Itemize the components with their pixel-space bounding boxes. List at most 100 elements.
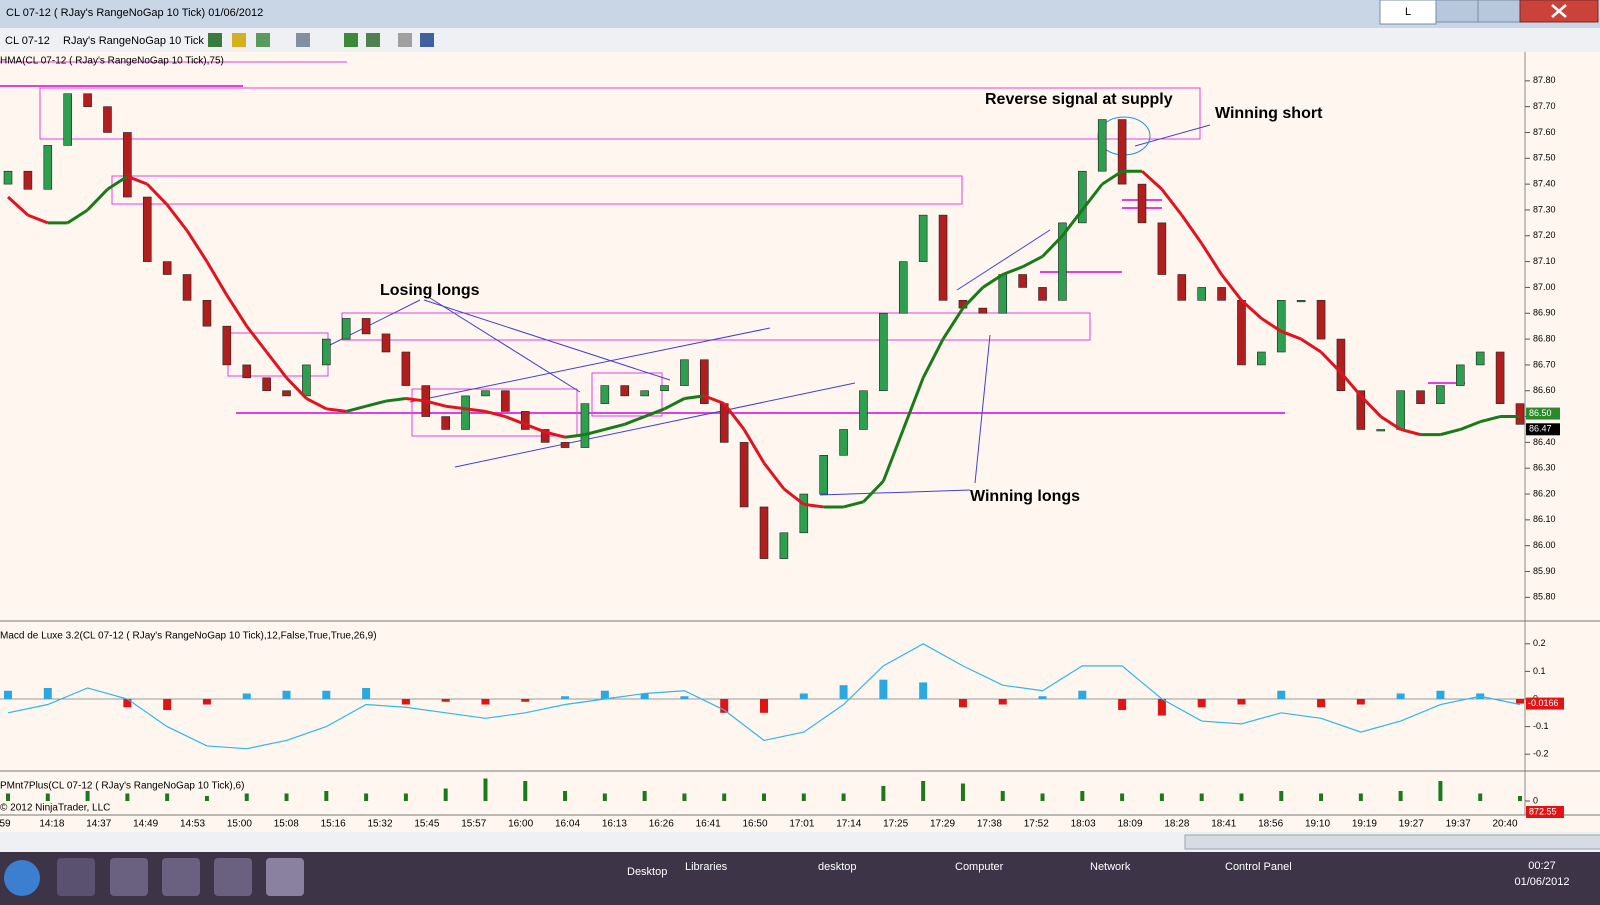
candle-body [1456, 364, 1465, 386]
hma-line [762, 462, 786, 490]
instrument-selector[interactable]: CL 07-12 [5, 35, 50, 47]
hma-line [604, 422, 626, 431]
indicator-bar [1199, 793, 1204, 801]
candle-body [660, 385, 669, 392]
hma-line [1440, 428, 1461, 437]
macd-histogram-bar [919, 682, 928, 699]
candle-body [560, 442, 570, 448]
indicator-bar [1398, 791, 1403, 801]
candle-body [123, 132, 132, 198]
x-tick-label: 17:01 [789, 819, 814, 830]
hma-line [1200, 242, 1223, 276]
indicator-bar [324, 791, 329, 801]
indicator-bar [841, 793, 846, 801]
taskbar-link[interactable]: desktop [818, 861, 857, 873]
hma-line [405, 396, 426, 403]
taskbar-link[interactable]: Libraries [685, 861, 728, 873]
y-tick-label: 87.40 [1533, 179, 1556, 189]
x-tick-label: 18:09 [1117, 819, 1142, 830]
taskbar-app[interactable] [214, 858, 252, 896]
maximize-button[interactable] [1477, 0, 1521, 23]
hma-line [1479, 415, 1501, 424]
hma-line [584, 428, 606, 437]
toolbar-icon[interactable] [398, 33, 412, 47]
candle-body [779, 532, 789, 559]
taskbar-app[interactable] [57, 858, 95, 896]
macd-histogram-bar [879, 679, 888, 699]
start-button[interactable] [4, 860, 40, 896]
toolbar-icon[interactable] [366, 33, 380, 47]
candle-body [799, 493, 809, 534]
window-title: CL 07-12 ( RJay's RangeNoGap 10 Tick) 01… [6, 7, 263, 19]
hma-line [843, 500, 864, 509]
taskbar-link[interactable]: Desktop [627, 866, 667, 878]
layout-button[interactable] [1379, 0, 1437, 25]
taskbar-link[interactable]: Computer [955, 861, 1004, 873]
price-marker [1526, 423, 1560, 436]
hma-line [146, 183, 169, 206]
indicator-bar [284, 793, 289, 801]
macd-histogram-bar [163, 699, 172, 711]
hma-line [684, 394, 705, 400]
hma-line [1061, 209, 1084, 237]
candle-body [23, 170, 33, 190]
toolbar-icon[interactable] [296, 33, 310, 47]
y-tick-label: 87.10 [1533, 256, 1556, 266]
macd-histogram-bar [958, 699, 967, 708]
hma-line [225, 294, 248, 327]
candle-body [262, 377, 271, 392]
y-tick-label: 87.30 [1533, 204, 1556, 214]
x-tick-label: 16:26 [649, 819, 674, 830]
candle-body [1376, 429, 1386, 432]
candle-body [83, 93, 92, 107]
candle-body [441, 416, 450, 430]
y-tick-label: 86.00 [1533, 540, 1556, 550]
hma-line [1220, 273, 1243, 302]
indicator-bar [1040, 793, 1045, 801]
hma-line [504, 415, 526, 426]
macd-histogram-bar [1237, 699, 1246, 705]
taskbar-app[interactable] [266, 858, 304, 896]
y-tick-label: 86.60 [1533, 385, 1556, 395]
candle-body [1197, 287, 1206, 301]
period-selector[interactable]: RJay's RangeNoGap 10 Tick [63, 35, 204, 47]
candle-body [1416, 390, 1425, 404]
hma-line [941, 307, 965, 340]
hma-line [1359, 394, 1382, 418]
hma-line [345, 404, 367, 413]
candle-body [859, 390, 868, 430]
hma-line [285, 376, 308, 400]
indicator-bar [1319, 793, 1324, 801]
x-tick-label: 18:28 [1164, 819, 1189, 830]
toolbar-icon[interactable] [232, 33, 246, 47]
candle-body [43, 145, 53, 190]
indicator-bar [85, 791, 90, 801]
hma-line [1180, 214, 1203, 245]
y-tick-label: 0.2 [1533, 638, 1546, 648]
taskbar-link[interactable]: Network [1090, 861, 1131, 873]
indicator-bar [364, 793, 369, 801]
y-tick-label: 0 [1533, 795, 1538, 805]
macd-histogram-bar [998, 699, 1007, 705]
toolbar-icon[interactable] [420, 33, 434, 47]
taskbar-app[interactable] [110, 858, 148, 896]
indicator-bar [1159, 793, 1164, 801]
hma-line [185, 229, 209, 263]
candle-body [222, 325, 232, 366]
toolbar-icon[interactable] [344, 33, 358, 47]
toolbar-icon[interactable] [208, 33, 222, 47]
x-tick-label: 14:37 [86, 819, 111, 830]
toolbar-icon[interactable] [256, 33, 270, 47]
macd-histogram-bar [1436, 690, 1445, 699]
indicator-bar [602, 793, 607, 801]
candle-body [1396, 390, 1405, 430]
indicator-label: Macd de Luxe 3.2(CL 07-12 ( RJay's Range… [0, 631, 377, 642]
candle-body [739, 442, 749, 508]
minimize-button[interactable] [1435, 0, 1479, 23]
scroll-thumb[interactable] [1184, 834, 1600, 850]
macd-histogram-bar [242, 693, 251, 699]
taskbar-link[interactable]: Control Panel [1225, 861, 1292, 873]
x-tick-label: 17:38 [977, 819, 1002, 830]
taskbar-app[interactable] [162, 858, 200, 896]
hma-line [365, 399, 387, 408]
